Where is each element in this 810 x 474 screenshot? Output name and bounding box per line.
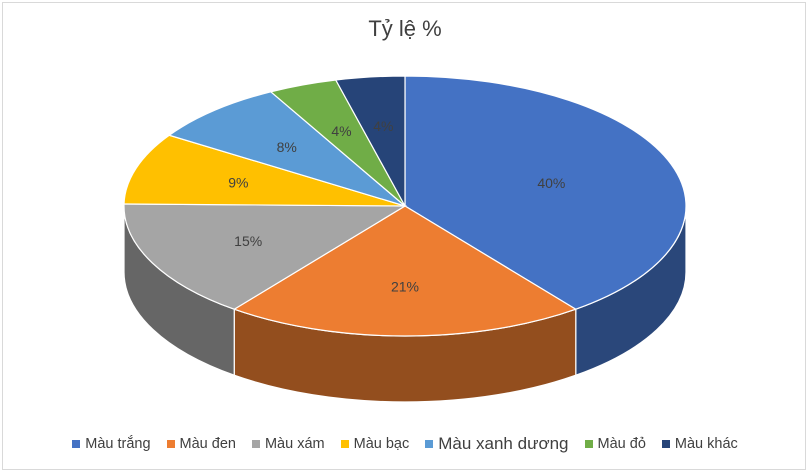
- legend-label: Màu xám: [264, 436, 325, 452]
- legend-swatch: [166, 440, 175, 448]
- data-label-5: 4%: [331, 123, 351, 139]
- chart-legend: Màu trắng Màu đen Màu xám Màu bạc Màu xanh d…: [0, 434, 810, 454]
- pie-slice-1: [232, 205, 578, 337]
- pie-slice-6: [334, 75, 406, 207]
- legend-item-1: Màu đen: [166, 436, 236, 452]
- data-label-3: 9%: [228, 175, 248, 191]
- pie-slice-2: [123, 203, 408, 310]
- data-label-1: 21%: [391, 279, 419, 295]
- legend-item-0: Màu trắng: [72, 436, 151, 452]
- legend-label: Màu trắng: [85, 436, 151, 452]
- legend-label: Màu khác: [674, 436, 738, 452]
- legend-item-3: Màu bạc: [340, 436, 410, 452]
- pie-slice-4: [167, 91, 406, 207]
- legend-label: Màu xanh dương: [438, 434, 569, 453]
- legend-swatch: [584, 440, 593, 448]
- pie-slice-3: [123, 134, 406, 207]
- legend-item-4: Màu xanh dương: [425, 434, 569, 454]
- legend-swatch: [72, 440, 81, 448]
- data-label-0: 40%: [537, 175, 565, 191]
- chart-title: Tỷ lệ %: [368, 16, 442, 41]
- pie-slice-0: [404, 75, 687, 310]
- legend-swatch: [425, 440, 434, 448]
- legend-item-6: Màu khác: [661, 436, 738, 452]
- legend-swatch: [661, 440, 670, 448]
- data-label-6: 4%: [373, 118, 393, 134]
- legend-label: Màu bạc: [353, 436, 410, 452]
- legend-label: Màu đỏ: [597, 436, 646, 452]
- data-label-2: 15%: [234, 233, 262, 249]
- legend-swatch: [251, 440, 260, 448]
- legend-item-2: Màu xám: [251, 436, 325, 452]
- legend-swatch: [340, 440, 349, 448]
- data-label-4: 8%: [277, 139, 297, 155]
- legend-item-5: Màu đỏ: [584, 436, 646, 452]
- legend-label: Màu đen: [179, 436, 236, 452]
